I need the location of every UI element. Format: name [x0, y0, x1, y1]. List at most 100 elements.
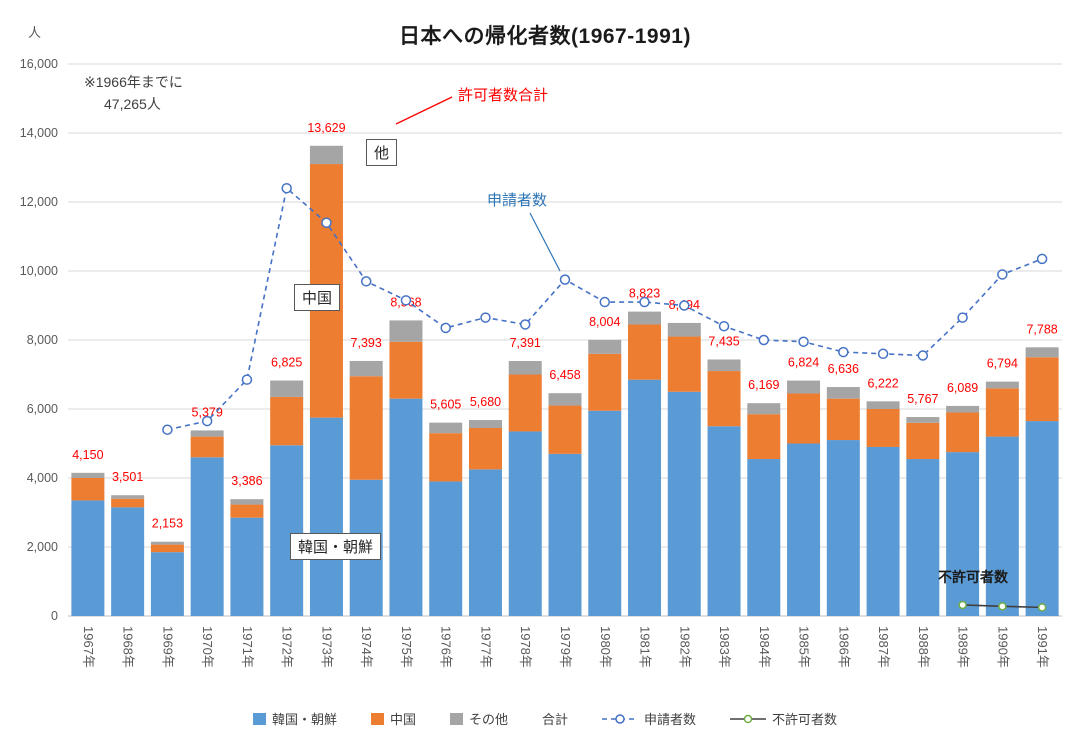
svg-text:14,000: 14,000 [20, 126, 58, 140]
legend-swatch-other-icon [449, 712, 463, 725]
legend-dash-circle-icon [602, 713, 639, 724]
legend-label-applicants: 申請者数 [644, 712, 697, 727]
svg-text:10,000: 10,000 [20, 264, 58, 278]
bar-segment-china [429, 433, 463, 482]
total-label: 6,222 [867, 376, 898, 390]
bar-segment-china [588, 353, 622, 411]
bar-segment-korea [667, 391, 701, 616]
bar-segment-korea [588, 410, 622, 616]
bar-segment-china [270, 396, 304, 446]
total-label: 6,458 [549, 368, 580, 382]
bar-segment-korea [389, 398, 423, 616]
marker-applicants [838, 346, 849, 358]
svg-text:1983年: 1983年 [717, 626, 732, 668]
bar-segment-china [707, 371, 741, 427]
svg-text:1970年: 1970年 [200, 626, 215, 668]
marker-rejected [958, 600, 967, 610]
bar-segment-other [468, 420, 502, 428]
leader-applicants [529, 212, 561, 272]
legend-item-applicants: 申請者数 [602, 709, 696, 728]
svg-text:1978年: 1978年 [518, 626, 533, 668]
svg-text:1973年: 1973年 [319, 626, 334, 668]
note-before-1966-line2: 47,265人 [104, 96, 161, 112]
marker-applicants [360, 276, 372, 287]
svg-text:1977年: 1977年 [478, 626, 493, 668]
svg-text:1971年: 1971年 [240, 626, 255, 668]
legend-swatch-china-icon [370, 712, 384, 725]
marker-applicants [281, 182, 292, 194]
marker-applicants [1036, 253, 1048, 265]
bar-segment-other [1025, 347, 1059, 358]
legend-label-total: 合計 [542, 712, 569, 727]
legend-item-korea: 韓国・朝鮮 [252, 709, 337, 728]
other-series-label-box: 他 [366, 139, 398, 166]
marker-applicants [201, 415, 213, 427]
note-before-1966-line1: ※1966年までに [84, 74, 183, 90]
marker-applicants [639, 296, 650, 308]
marker-applicants [877, 348, 889, 360]
marker-applicants [162, 424, 173, 435]
bar-segment-china [548, 405, 582, 454]
svg-text:1979年: 1979年 [558, 626, 573, 668]
bar-segment-china [906, 422, 940, 460]
marker-applicants [519, 319, 531, 330]
legend-label-rejected: 不許可者数 [772, 712, 838, 727]
marker-applicants [679, 300, 690, 311]
bar-segment-other [787, 380, 821, 394]
bar-segment-korea [230, 517, 264, 616]
korea-series-label-box: 韓国・朝鮮 [290, 533, 382, 560]
bar-segment-korea [270, 445, 304, 616]
legend-label-other: その他 [468, 712, 508, 727]
total-label: 7,391 [510, 336, 541, 350]
marker-applicants [997, 269, 1008, 280]
bar-segment-korea [71, 500, 105, 616]
bar-segment-other [826, 387, 860, 399]
legend-line-circle-icon [730, 714, 767, 723]
marker-applicants [440, 322, 451, 334]
bar-segment-korea [1025, 421, 1059, 616]
bar-segment-korea [826, 440, 860, 616]
bar-segment-korea [866, 446, 900, 616]
marker-applicants [321, 217, 332, 228]
bar-segment-other [150, 541, 184, 545]
bar-segment-other [349, 360, 383, 377]
bar-segment-china [667, 336, 701, 392]
bar-segment-china [628, 324, 662, 380]
bar-segment-china [190, 436, 224, 458]
bar-segment-korea [747, 459, 781, 616]
bar-segment-china [1025, 357, 1059, 422]
bar-segment-other [707, 359, 741, 372]
total-label: 4,150 [72, 448, 103, 462]
bar-segment-korea [707, 426, 741, 616]
chart-title: 日本への帰化者数(1967-1991) [399, 25, 691, 48]
bar-segment-korea [628, 379, 662, 616]
total-data-labels: 4,150 3,501 2,153 5,379 3,386 6,825 13,629 7,39… [72, 121, 1058, 531]
bar-segment-other [230, 499, 264, 505]
applicants-annotation: 申請者数 [487, 192, 548, 209]
bar-segment-korea [190, 457, 224, 616]
marker-applicants [957, 312, 968, 323]
bar-segment-china [826, 398, 860, 441]
bar-segment-china [111, 498, 145, 508]
chart-legend: 韓国・朝鮮 中国 その他 合計 申請者数 不許可者数 [0, 709, 1090, 728]
total-label: 7,435 [708, 334, 739, 348]
bar-segment-china [150, 544, 184, 553]
series-line-applicants [162, 182, 1048, 435]
svg-text:1990年: 1990年 [995, 626, 1010, 668]
total-label: 6,169 [748, 378, 779, 392]
svg-text:1982年: 1982年 [677, 626, 692, 668]
svg-text:8,000: 8,000 [27, 333, 58, 347]
approved-total-annotation: 許可者数合計 [458, 87, 549, 104]
total-label: 7,393 [351, 336, 382, 350]
bar-segment-other [628, 311, 662, 325]
bar-segment-other [588, 339, 622, 354]
bar-segment-other [111, 495, 145, 499]
bar-segment-korea [548, 453, 582, 616]
bar-segment-china [747, 414, 781, 460]
svg-text:1976年: 1976年 [439, 626, 454, 668]
total-label: 2,153 [152, 517, 183, 531]
total-label: 8,004 [589, 315, 620, 329]
x-axis-tick-labels: 1967年 1968年 1969年 1970年 1971年 1972年 1973年 1974年… [81, 626, 1050, 668]
bar-segment-china [230, 504, 264, 518]
